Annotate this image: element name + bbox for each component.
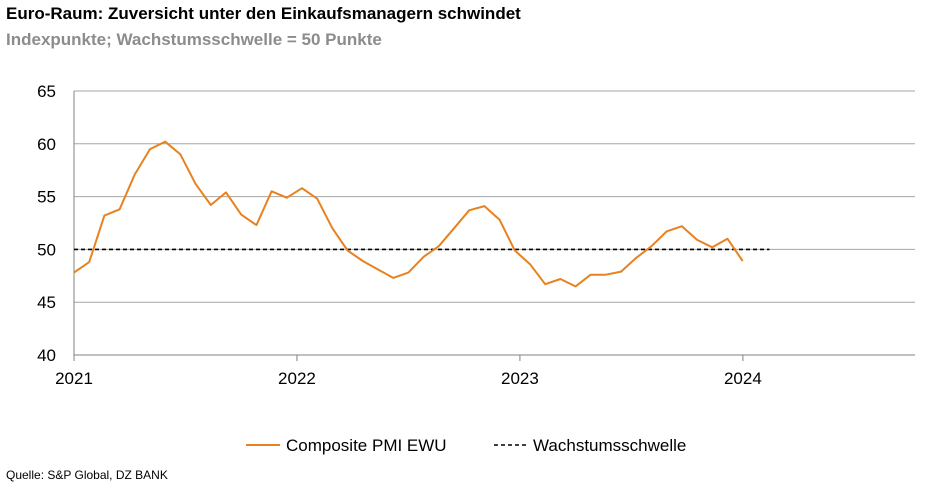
- x-tick-label-2021: 2021: [55, 369, 93, 388]
- series-line-composite-pmi: [73, 140, 744, 288]
- x-tick-label-2024: 2024: [724, 369, 762, 388]
- y-tick-label-60: 60: [37, 135, 56, 154]
- y-tick-label-45: 45: [37, 293, 56, 312]
- y-tick-label-40: 40: [37, 346, 56, 365]
- x-tick-label-2022: 2022: [278, 369, 316, 388]
- y-tick-label-55: 55: [37, 188, 56, 207]
- y-tick-label-65: 65: [37, 82, 56, 101]
- x-tick-label-2023: 2023: [501, 369, 539, 388]
- y-tick-label-50: 50: [37, 240, 56, 259]
- chart-subtitle: Indexpunkte; Wachstumsschwelle = 50 Punk…: [6, 30, 382, 49]
- chart-title: Euro-Raum: Zuversicht unter den Einkaufs…: [6, 4, 521, 23]
- legend-label-composite-pmi: Composite PMI EWU: [286, 436, 447, 455]
- source-note: Quelle: S&P Global, DZ BANK: [6, 468, 168, 482]
- legend-label-wachstumsschwelle: Wachstumsschwelle: [533, 436, 686, 455]
